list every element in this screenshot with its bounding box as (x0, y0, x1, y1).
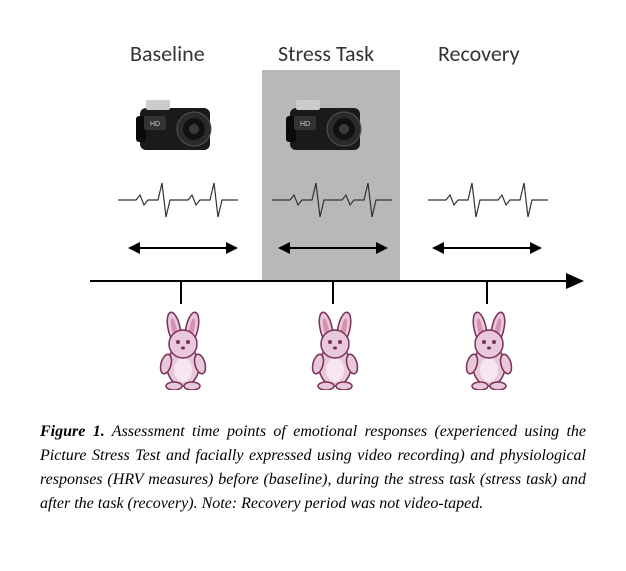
ecg-icon (272, 175, 392, 225)
phase-label-baseline: Baseline (130, 40, 205, 67)
phase-label-recovery: Recovery (438, 40, 520, 67)
camera-icon: HD (282, 90, 382, 160)
phase-label-stress: Stress Task (278, 40, 374, 67)
figure-label: Figure 1. (40, 423, 105, 440)
timeline-tick (332, 280, 334, 304)
camera-icon: HD (132, 90, 232, 160)
svg-text:HD: HD (300, 121, 310, 128)
timeline-tick (180, 280, 182, 304)
figure-caption-text: Assessment time points of emotional resp… (40, 423, 586, 512)
timeline-diagram: Baseline Stress Task Recovery HD HD (40, 20, 586, 400)
bunny-icon (300, 310, 370, 390)
span-arrow-icon (432, 238, 542, 263)
svg-text:HD: HD (150, 121, 160, 128)
bunny-icon (454, 310, 524, 390)
span-arrow-icon (278, 238, 388, 263)
ecg-icon (428, 175, 548, 225)
timeline-axis (90, 280, 570, 282)
timeline-arrowhead-icon (566, 273, 584, 294)
span-arrow-icon (128, 238, 238, 263)
timeline-tick (486, 280, 488, 304)
ecg-icon (118, 175, 238, 225)
figure-caption: Figure 1. Assessment time points of emot… (40, 420, 586, 516)
bunny-icon (148, 310, 218, 390)
